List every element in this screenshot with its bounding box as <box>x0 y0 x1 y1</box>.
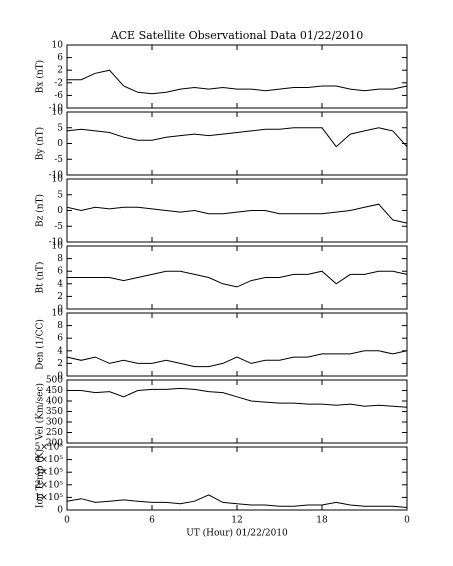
y-axis-label: Vel (Km/sec) <box>35 383 46 441</box>
y-axis-label: By (nT) <box>35 127 46 160</box>
data-line <box>66 203 408 224</box>
y-tick-label: 3×10⁵ <box>35 468 64 478</box>
y-tick-label: 5 <box>57 190 63 200</box>
data-line <box>66 350 408 368</box>
y-tick-label: 0 <box>57 506 63 516</box>
y-tick-label: 2 <box>57 66 63 76</box>
y-tick-label: 0 <box>57 206 63 216</box>
y-tick-label: 300 <box>46 418 63 428</box>
y-tick-label: 10 <box>52 242 64 252</box>
y-tick-label: 0 <box>57 305 63 315</box>
y-tick-label: 6 <box>57 267 63 277</box>
y-tick-label: 10 <box>52 309 64 319</box>
y-tick-label: 6 <box>57 334 63 344</box>
y-tick-label: 2 <box>57 359 63 369</box>
y-tick-label: -10 <box>49 104 64 114</box>
y-tick-label: 2×10⁵ <box>35 480 64 490</box>
x-tick-label: 18 <box>316 516 328 526</box>
x-tick-label: 0 <box>404 516 410 526</box>
y-tick-label: 0 <box>57 372 63 382</box>
y-tick-label: -10 <box>49 171 64 181</box>
y-tick-label: 10 <box>52 175 64 185</box>
y-tick-label: 10 <box>52 108 64 118</box>
y-tick-label: 450 <box>46 386 63 396</box>
y-tick-label: -10 <box>49 238 64 248</box>
y-axis-label: Bz (nT) <box>35 194 46 227</box>
y-axis-label: Ion Temp (K) <box>35 449 46 508</box>
data-line <box>66 127 408 148</box>
y-tick-label: 250 <box>46 428 63 438</box>
y-tick-label: 5 <box>57 123 63 133</box>
x-tick-label: 12 <box>231 516 242 526</box>
y-tick-label: -5 <box>54 155 63 165</box>
y-tick-label: 350 <box>46 407 63 417</box>
y-tick-label: 8 <box>57 321 63 331</box>
y-tick-label: -6 <box>54 91 63 101</box>
y-axis-label: Bx (nT) <box>35 60 46 93</box>
y-tick-label: 4×10⁵ <box>35 455 64 465</box>
y-tick-label: 8 <box>57 254 63 264</box>
data-line <box>67 69 408 95</box>
y-tick-label: 400 <box>46 397 63 407</box>
y-tick-label: -5 <box>54 222 63 232</box>
y-tick-label: -2 <box>54 78 63 88</box>
y-tick-label: 1×10⁵ <box>35 493 64 503</box>
chart-title: ACE Satellite Observational Data 01/22/2… <box>110 29 364 42</box>
x-tick-label: 6 <box>149 516 155 526</box>
y-tick-label: 2 <box>57 292 63 302</box>
y-axis-label: Bt (nT) <box>35 262 46 294</box>
data-line <box>67 387 408 408</box>
y-tick-label: 4 <box>57 346 63 356</box>
data-line <box>67 270 408 288</box>
y-tick-label: 10 <box>52 41 64 51</box>
y-axis-label: Den (1/CC) <box>35 319 46 370</box>
y-tick-label: 200 <box>46 439 63 449</box>
y-tick-label: 0 <box>57 139 63 149</box>
x-tick-label: 0 <box>64 516 70 526</box>
y-tick-label: 5×10⁵ <box>35 443 64 453</box>
data-line <box>66 494 408 508</box>
y-tick-label: 4 <box>57 279 63 289</box>
y-tick-label: 500 <box>46 376 63 386</box>
x-axis-label: UT (Hour) 01/22/2010 <box>186 528 288 539</box>
y-tick-label: 6 <box>57 53 63 63</box>
